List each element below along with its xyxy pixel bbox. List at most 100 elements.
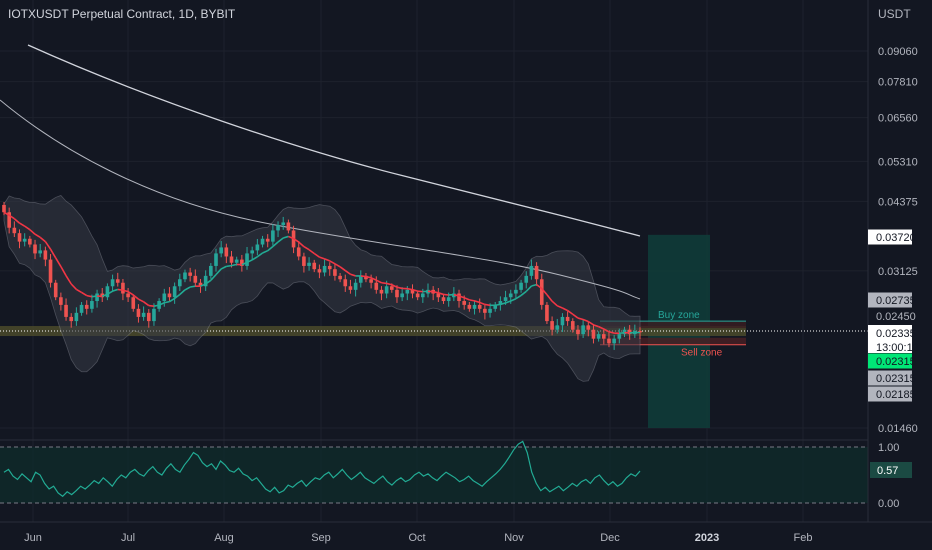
- ema-segment: [184, 286, 191, 291]
- ema-segment: [308, 249, 315, 255]
- candle-body: [214, 253, 218, 266]
- candle-body: [488, 308, 492, 313]
- price-tick-label: 0.07810: [878, 77, 918, 89]
- candle-body: [591, 329, 596, 339]
- ema-segment: [13, 218, 21, 224]
- oscillator-line: [3, 440, 641, 498]
- candle-body: [576, 329, 580, 335]
- ema-segment: [226, 264, 232, 268]
- candle-body: [379, 289, 384, 294]
- ma-100-line: [0, 99, 641, 300]
- ema-segment: [49, 248, 57, 259]
- candle-body: [353, 282, 358, 290]
- candle-body: [2, 204, 6, 213]
- ema-segment: [381, 281, 387, 285]
- ema-segment: [148, 304, 155, 307]
- price-tick-label: 0.01460: [878, 423, 918, 435]
- ema-segment: [562, 307, 568, 312]
- ema-segment: [241, 261, 248, 266]
- ema-segment: [463, 296, 470, 301]
- sell-zone-label: Sell zone: [681, 348, 723, 359]
- time-tick-label: Aug: [214, 532, 234, 544]
- ema-segment: [39, 236, 46, 243]
- candle-body: [172, 286, 177, 298]
- candle-body: [467, 304, 472, 309]
- candle-body: [405, 289, 410, 294]
- ema-segment: [29, 229, 36, 235]
- time-tick-label: Jun: [24, 532, 42, 544]
- ema-segment: [19, 222, 26, 227]
- candle-body: [596, 334, 601, 339]
- ema-segment: [469, 299, 475, 302]
- candle-body: [581, 325, 585, 335]
- ema-line: [3, 211, 641, 335]
- ema-segment: [412, 288, 418, 292]
- ma-200-line: [27, 44, 641, 237]
- ema-segment: [443, 293, 449, 296]
- ema-segment: [541, 288, 548, 296]
- ema-segment: [313, 252, 320, 258]
- candle-body: [627, 329, 632, 335]
- oscillator-background: [0, 447, 868, 503]
- ema-segment: [174, 293, 181, 300]
- band-area: [3, 194, 641, 382]
- ema-segment: [75, 288, 82, 294]
- candle-body: [121, 282, 125, 294]
- candle-body: [100, 293, 105, 298]
- price-label-value: 0.02185: [876, 389, 916, 401]
- ema-segment: [251, 256, 258, 261]
- long-moving-average: [0, 44, 641, 300]
- candle-body: [384, 286, 389, 294]
- candle-body: [519, 282, 523, 290]
- price-tick-label: 0.09060: [878, 46, 918, 58]
- ema-segment: [164, 300, 170, 304]
- title-separator: ,: [172, 7, 179, 21]
- candle-body: [255, 244, 260, 251]
- ema-segment: [65, 275, 72, 285]
- symbol-title[interactable]: IOTXUSDT Perpetual Contract, 1D, BYBIT: [8, 7, 236, 21]
- ema-segment: [324, 258, 331, 262]
- candle-body: [421, 293, 425, 298]
- candle-body: [64, 304, 68, 317]
- ema-segment: [582, 318, 589, 323]
- ema-segment: [91, 295, 98, 298]
- ema-segment: [510, 298, 517, 302]
- buy-zone-box: [600, 321, 746, 329]
- candle-body: [183, 272, 187, 280]
- candle-body: [69, 316, 74, 322]
- ema-segment: [277, 237, 284, 243]
- candle-body: [560, 316, 565, 326]
- ema-segment: [587, 320, 594, 326]
- candle-body: [400, 293, 404, 298]
- candle-body: [601, 334, 606, 339]
- candle-body: [193, 275, 198, 283]
- osc-tick-label: 0.00: [878, 498, 899, 510]
- time-tick-label: Dec: [600, 532, 620, 544]
- ema-segment: [303, 245, 310, 251]
- time-axis[interactable]: Jun Jul Aug Sep Oct Nov Dec 2023 Feb: [0, 521, 932, 544]
- ema-segment: [407, 287, 413, 291]
- candle-body: [369, 279, 373, 283]
- ema-segment: [282, 235, 289, 239]
- price-axis[interactable]: 0.09060 0.07810 0.06560 0.05310 0.04375 0.031…: [867, 0, 919, 522]
- candle-body: [508, 293, 513, 298]
- ema-segment: [138, 298, 144, 303]
- ema-segment: [608, 331, 615, 334]
- candle-body: [90, 301, 94, 309]
- candle-body: [43, 250, 48, 260]
- ema-segment: [319, 256, 325, 260]
- candle-body: [410, 289, 415, 294]
- candle-body: [167, 293, 172, 298]
- candle-body: [457, 293, 461, 302]
- ema-segment: [81, 291, 88, 297]
- candle-body: [198, 282, 203, 287]
- ema-segment: [556, 305, 563, 309]
- ema-segment: [210, 274, 217, 281]
- ema-segment: [546, 294, 553, 302]
- candle-body: [446, 297, 451, 302]
- ema-segment: [495, 303, 501, 307]
- ema-segment: [603, 328, 610, 333]
- time-tick-label: Nov: [504, 532, 524, 544]
- time-tick-label: Jul: [121, 532, 135, 544]
